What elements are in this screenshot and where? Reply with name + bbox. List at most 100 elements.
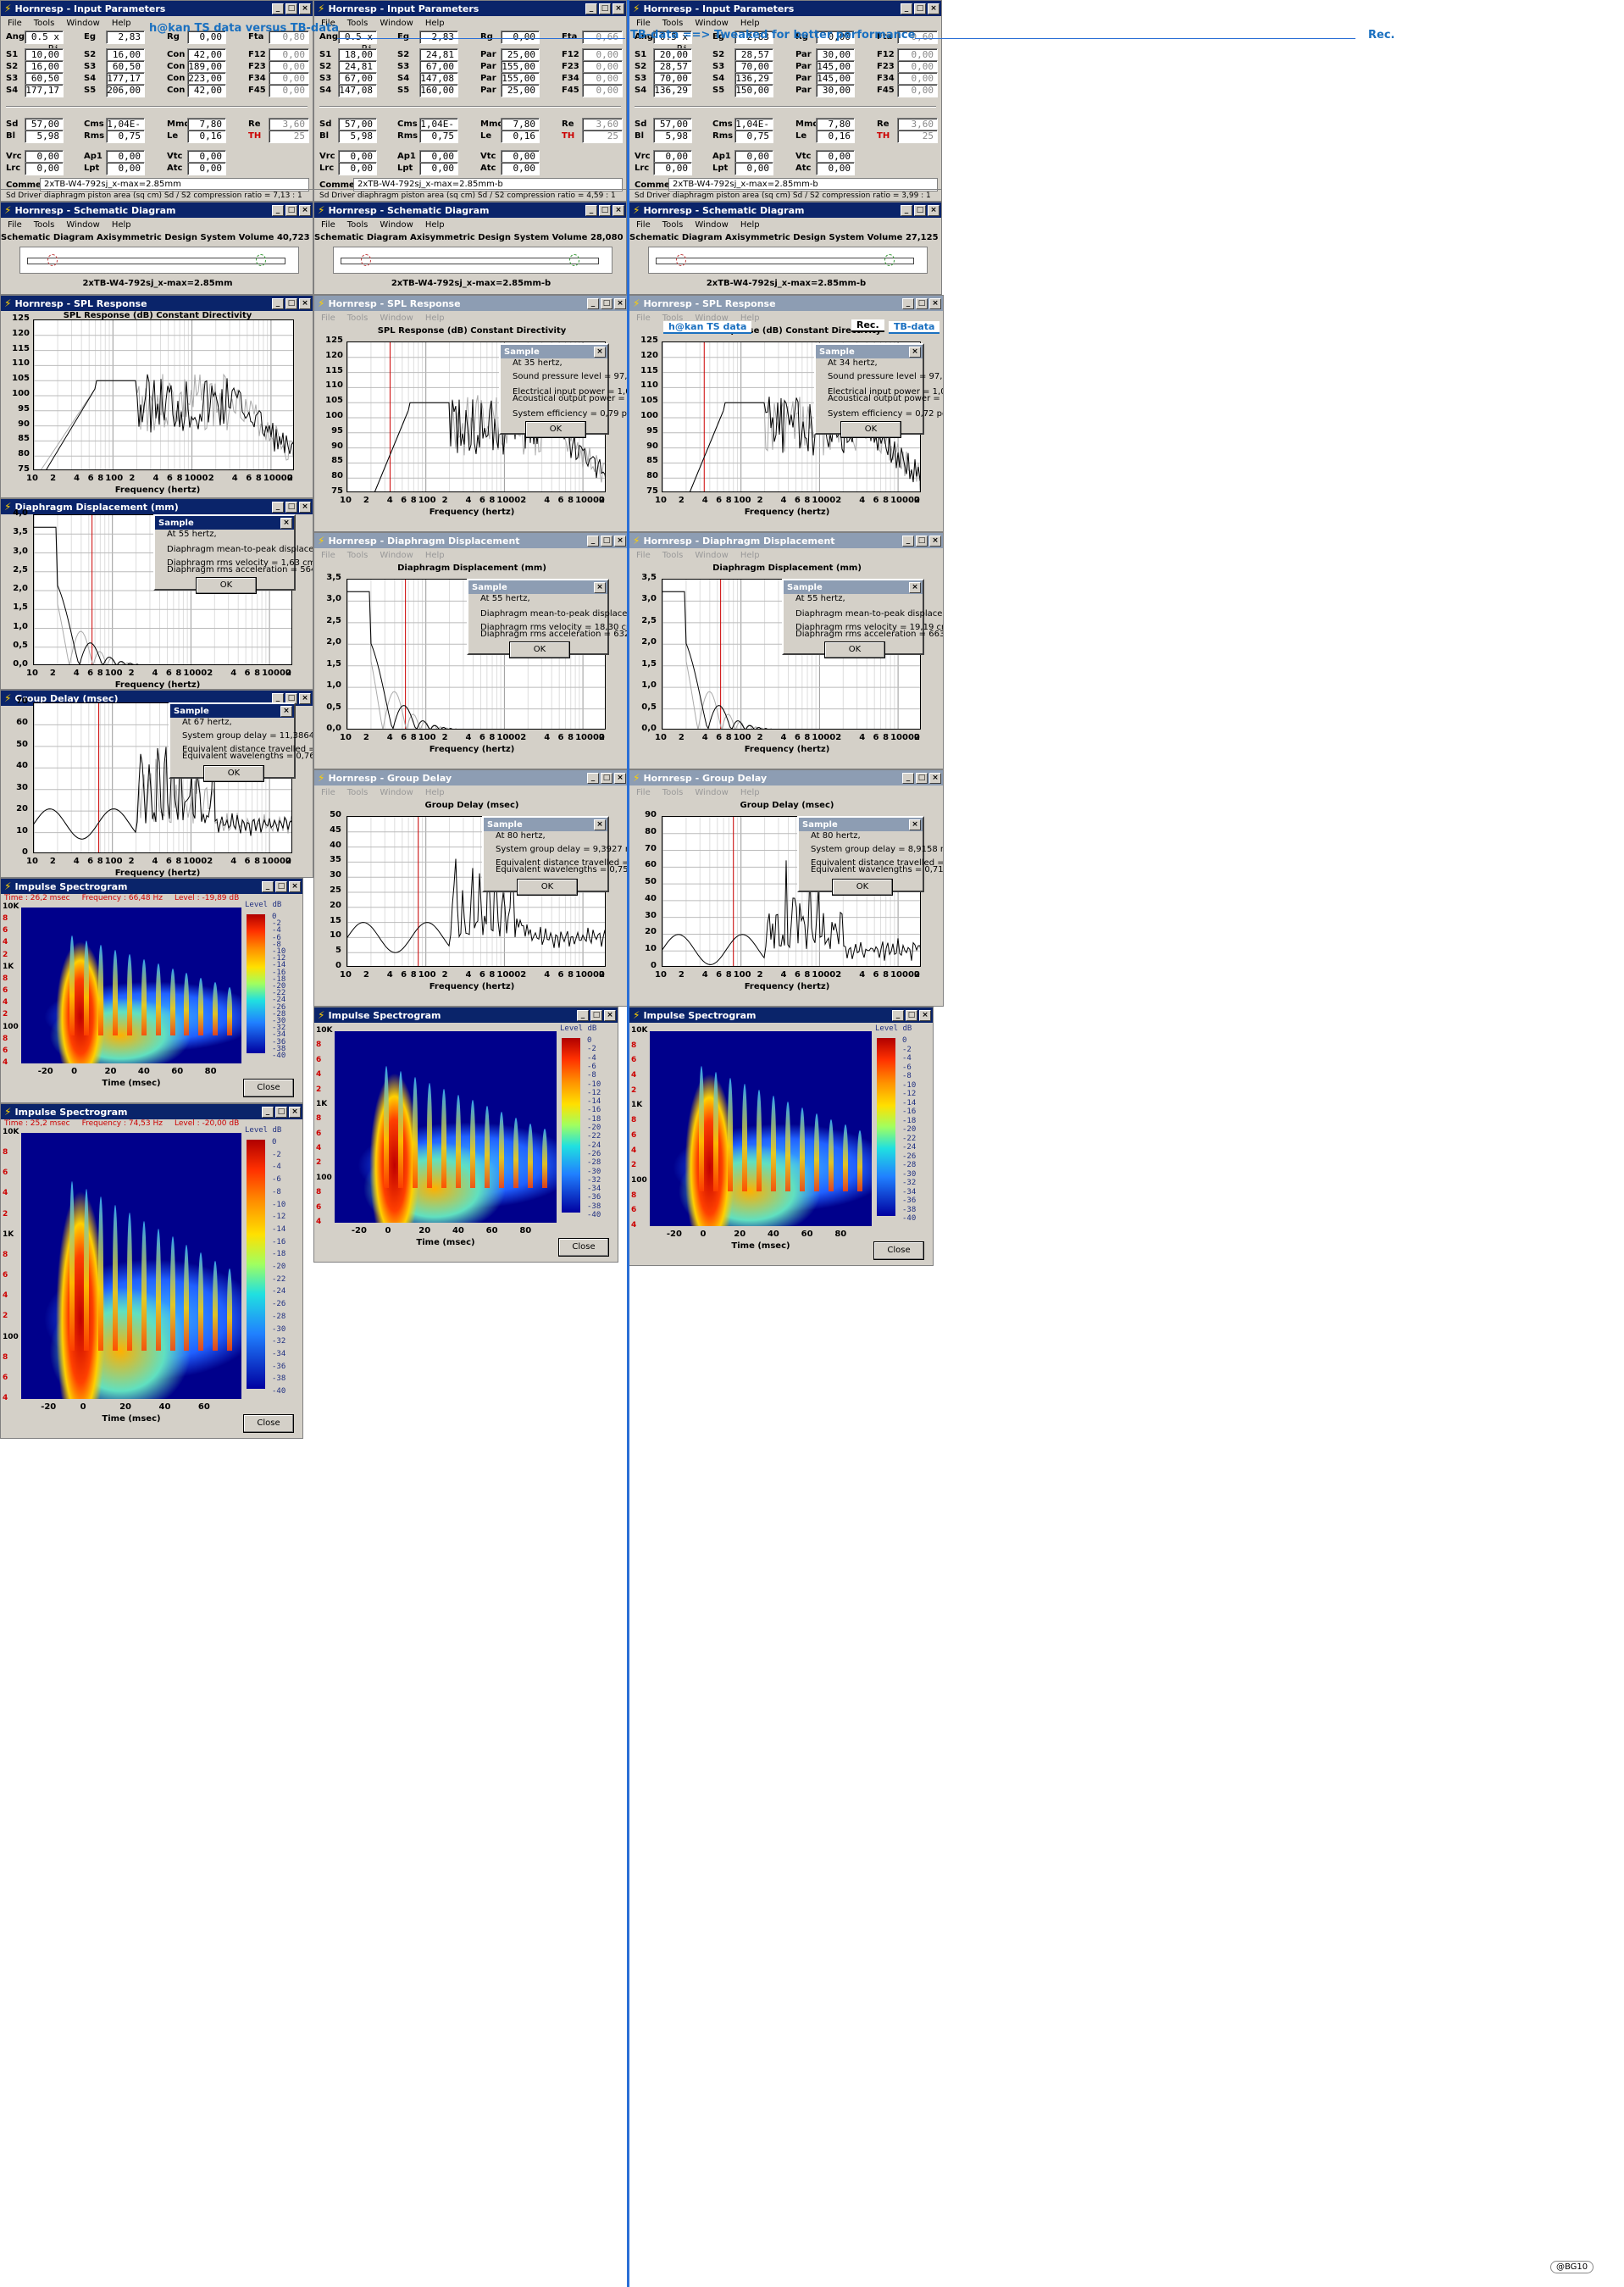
menu-help[interactable]: Help (424, 551, 445, 560)
close-button[interactable]: × (909, 581, 921, 593)
close-button[interactable]: × (929, 772, 941, 784)
param-field[interactable]: 25 (897, 130, 938, 143)
minimize-button[interactable]: _ (272, 501, 284, 513)
param-field[interactable]: 0,00 (582, 72, 623, 86)
minimize-button[interactable]: _ (272, 692, 284, 704)
close-button[interactable]: × (299, 3, 311, 14)
param-field[interactable]: 57,00 (653, 118, 692, 131)
close-button[interactable]: Close (243, 1414, 294, 1433)
close-button[interactable]: Close (243, 1079, 294, 1097)
param-field[interactable]: 0,00 (269, 60, 309, 74)
close-button[interactable]: × (289, 1106, 301, 1118)
param-field[interactable]: 42,00 (187, 84, 226, 97)
menu-tools[interactable]: Tools (346, 551, 369, 560)
close-button[interactable]: × (594, 581, 606, 593)
param-field[interactable]: 0,00 (897, 48, 938, 62)
menu-window[interactable]: Window (66, 19, 100, 28)
menu-file[interactable]: File (8, 19, 22, 28)
param-field[interactable]: 0,00 (897, 84, 938, 97)
maximize-button[interactable]: □ (914, 3, 926, 14)
title-bar[interactable]: ⚡ Hornresp - Input Parameters _ □ × (629, 1, 941, 16)
maximize-button[interactable]: □ (601, 772, 612, 784)
param-field[interactable]: 0,00 (501, 150, 540, 164)
menu-help[interactable]: Help (740, 220, 760, 230)
close-button[interactable]: × (594, 346, 606, 358)
close-button[interactable]: × (299, 204, 311, 216)
dialog-title-bar[interactable]: Sample × (170, 704, 294, 718)
menu-file[interactable]: File (321, 19, 335, 28)
title-bar[interactable]: ⚡ Impulse Spectrogram _ □ × (314, 1008, 618, 1023)
menu-window[interactable]: Window (695, 19, 729, 28)
param-field[interactable]: 0,00 (582, 60, 623, 74)
dialog-title-bar[interactable]: Sample × (799, 818, 923, 831)
minimize-button[interactable]: _ (902, 535, 914, 547)
menu-file[interactable]: File (636, 551, 651, 560)
ok-button[interactable]: OK (824, 641, 885, 658)
close-button[interactable]: × (594, 819, 606, 830)
param-field[interactable]: 136,29 (653, 84, 692, 97)
param-field[interactable]: 155,00 (501, 60, 540, 74)
param-field[interactable]: 2,83 (419, 31, 458, 44)
param-field[interactable]: 0,00 (419, 162, 458, 175)
close-button[interactable]: × (928, 204, 939, 216)
menu-file[interactable]: File (636, 220, 651, 230)
maximize-button[interactable]: □ (275, 880, 287, 892)
maximize-button[interactable]: □ (599, 204, 611, 216)
param-field[interactable]: 0,00 (653, 162, 692, 175)
close-button[interactable]: × (929, 535, 941, 547)
maximize-button[interactable]: □ (590, 1009, 602, 1021)
close-button[interactable]: × (289, 880, 301, 892)
param-field[interactable]: 25,00 (501, 84, 540, 97)
menu-window[interactable]: Window (380, 314, 413, 323)
param-field[interactable]: 0.5 x Pi (25, 31, 64, 54)
menu-window[interactable]: Window (380, 220, 413, 230)
title-bar[interactable]: ⚡ Impulse Spectrogram _ □ × (1, 1104, 302, 1119)
maximize-button[interactable]: □ (275, 1106, 287, 1118)
title-bar[interactable]: ⚡ Hornresp - Schematic Diagram _ □ × (314, 203, 626, 218)
param-field[interactable]: 5,98 (338, 130, 377, 143)
dialog-title-bar[interactable]: Sample × (816, 345, 923, 358)
dialog-title-bar[interactable]: Sample × (501, 345, 607, 358)
param-field[interactable]: 28,57 (653, 60, 692, 74)
param-field[interactable]: 145,00 (816, 72, 855, 86)
minimize-button[interactable]: _ (262, 1106, 274, 1118)
minimize-button[interactable]: _ (901, 3, 912, 14)
menu-help[interactable]: Help (740, 314, 760, 323)
param-field[interactable]: 5,98 (653, 130, 692, 143)
menu-file[interactable]: File (8, 220, 22, 230)
param-field[interactable]: 0,75 (106, 130, 145, 143)
title-bar[interactable]: ⚡ Diaphragm Displacement (mm) _ □ × (1, 499, 313, 514)
maximize-button[interactable]: □ (599, 3, 611, 14)
close-button[interactable]: × (299, 501, 311, 513)
param-field[interactable]: 0,00 (269, 48, 309, 62)
param-field[interactable]: 0,00 (419, 150, 458, 164)
maximize-button[interactable]: □ (285, 501, 297, 513)
dialog-title-bar[interactable]: Sample × (468, 580, 607, 594)
param-field[interactable]: 0.5 x Pi (338, 31, 377, 54)
close-button[interactable]: Close (873, 1241, 924, 1260)
close-button[interactable]: × (614, 297, 626, 309)
param-field[interactable]: 5,98 (25, 130, 64, 143)
title-bar[interactable]: ⚡ Hornresp - Schematic Diagram _ □ × (629, 203, 941, 218)
ok-button[interactable]: OK (525, 421, 586, 438)
param-field[interactable]: 18,00 (338, 48, 377, 62)
param-field[interactable]: 0,00 (734, 162, 773, 175)
maximize-button[interactable]: □ (285, 297, 297, 309)
ok-button[interactable]: OK (203, 765, 264, 782)
param-field[interactable]: 206,00 (106, 84, 145, 97)
minimize-button[interactable]: _ (585, 204, 597, 216)
param-field[interactable]: 24,81 (338, 60, 377, 74)
minimize-button[interactable]: _ (272, 3, 284, 14)
param-field[interactable]: 0,00 (816, 31, 855, 44)
menu-window[interactable]: Window (695, 314, 729, 323)
param-field[interactable]: 223,00 (187, 72, 226, 86)
close-button[interactable]: × (928, 3, 939, 14)
param-field[interactable]: 0,00 (582, 84, 623, 97)
menu-tools[interactable]: Tools (346, 314, 369, 323)
close-button[interactable]: × (612, 3, 624, 14)
close-button[interactable]: × (909, 819, 921, 830)
ok-button[interactable]: OK (517, 879, 578, 896)
param-field[interactable]: 177,17 (25, 84, 64, 97)
menu-file[interactable]: File (321, 220, 335, 230)
menu-help[interactable]: Help (424, 19, 445, 28)
